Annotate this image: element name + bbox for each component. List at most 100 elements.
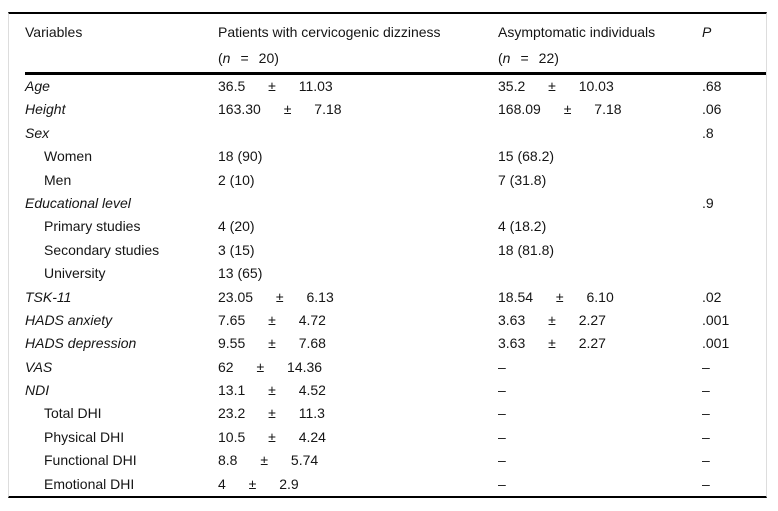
row-label: Physical DHI — [44, 428, 125, 445]
table-row: TSK-11 23.05 ± 6.13 18.54 ± 6.10 .02 — [25, 286, 766, 309]
row-label: Primary studies — [44, 218, 141, 235]
row-label: Educational level — [25, 194, 131, 211]
patients-value: 23.2 ± 11.3 — [218, 405, 325, 422]
row-label: VAS — [25, 358, 53, 375]
asymptomatic-value: 35.2 ± 10.03 — [498, 78, 614, 94]
n-count: 20 — [258, 50, 275, 66]
patients-value: 8.8 ± 5.74 — [218, 452, 319, 469]
table-header: Variables Patients with cervicogenic diz… — [25, 14, 766, 75]
column-header-variables: Variables — [25, 19, 218, 72]
table-row: Women 18 (90) 15 (68.2) — [25, 145, 766, 168]
asymptomatic-value: 168.09 ± 7.18 — [498, 101, 622, 118]
asymptomatic-value: 3.63 ± 2.27 — [498, 335, 606, 352]
patients-value: 23.05 ± 6.13 — [218, 288, 334, 305]
table-body: Age 36.5 ± 11.03 35.2 ± 10.03 .68 Height… — [25, 75, 766, 496]
patients-value: 13 (65) — [218, 265, 263, 282]
row-label: Age — [25, 78, 50, 94]
asymptomatic-value: – — [498, 358, 506, 375]
table-row: HADS depression 9.55 ± 7.68 3.63 ± 2.27 … — [25, 332, 766, 355]
row-label: Women — [44, 148, 92, 165]
patients-sample-size: (n = 20) — [218, 45, 498, 71]
asymptomatic-value: – — [498, 428, 506, 445]
patients-value: 4 ± 2.9 — [218, 475, 299, 492]
patients-value: 2 (10) — [218, 171, 255, 188]
asymptomatic-value: 7 (31.8) — [498, 171, 547, 188]
patients-value: 163.30 ± 7.18 — [218, 101, 342, 118]
row-label: Secondary studies — [44, 241, 160, 258]
column-header-p-label: P — [702, 24, 712, 40]
p-value: .06 — [702, 101, 722, 118]
table-row: Emotional DHI 4 ± 2.9 – – — [25, 473, 766, 496]
table-row: Educational level .9 — [25, 192, 766, 215]
patients-value: 10.5 ± 4.24 — [218, 428, 326, 445]
asymptomatic-sample-size: (n = 22) — [498, 45, 702, 71]
n-count: 22 — [538, 50, 555, 66]
table-row: Physical DHI 10.5 ± 4.24 – – — [25, 426, 766, 449]
patients-value: 36.5 ± 11.03 — [218, 78, 333, 94]
row-label: TSK-11 — [25, 288, 72, 305]
row-label: HADS anxiety — [25, 311, 113, 328]
asymptomatic-value: 4 (18.2) — [498, 218, 547, 235]
table-row: NDI 13.1 ± 4.52 – – — [25, 379, 766, 402]
asymptomatic-value — [498, 122, 702, 145]
p-value: – — [702, 475, 710, 492]
row-label: University — [44, 265, 106, 282]
table-row: Primary studies 4 (20) 4 (18.2) — [25, 215, 766, 238]
p-value: – — [702, 358, 710, 375]
p-value — [702, 262, 766, 285]
asymptomatic-value: 3.63 ± 2.27 — [498, 311, 606, 328]
baseline-characteristics-table: Variables Patients with cervicogenic diz… — [8, 12, 767, 498]
p-value: .02 — [702, 288, 722, 305]
asymptomatic-value — [498, 262, 702, 285]
p-value — [702, 169, 766, 192]
p-value: – — [702, 405, 710, 422]
p-value: .9 — [702, 194, 714, 211]
table-row: Total DHI 23.2 ± 11.3 – – — [25, 402, 766, 425]
table-row: Secondary studies 3 (15) 18 (81.8) — [25, 239, 766, 262]
patients-value: 7.65 ± 4.72 — [218, 311, 326, 328]
p-value: .68 — [702, 78, 722, 94]
table-row: VAS 62 ± 14.36 – – — [25, 356, 766, 379]
paren-close: ) — [554, 50, 559, 66]
table-row: Height 163.30 ± 7.18 168.09 ± 7.18 .06 — [25, 98, 766, 121]
asymptomatic-value: – — [498, 475, 506, 492]
row-label: HADS depression — [25, 335, 137, 352]
asymptomatic-value: 18 (81.8) — [498, 241, 555, 258]
row-label: Height — [25, 101, 66, 118]
paren-close: ) — [274, 50, 279, 66]
patients-value: 18 (90) — [218, 148, 263, 165]
table-row: Men 2 (10) 7 (31.8) — [25, 169, 766, 192]
patients-value: 4 (20) — [218, 218, 255, 235]
column-header-patients: Patients with cervicogenic dizziness (n =… — [218, 19, 498, 72]
p-value — [702, 215, 766, 238]
table-row: Age 36.5 ± 11.03 35.2 ± 10.03 .68 — [25, 75, 766, 98]
p-value: .8 — [702, 124, 714, 141]
paren-open: ( — [498, 50, 503, 66]
patients-value: 13.1 ± 4.52 — [218, 382, 326, 399]
table-row: Sex .8 — [25, 122, 766, 145]
paren-open: ( — [218, 50, 223, 66]
table-row: HADS anxiety 7.65 ± 4.72 3.63 ± 2.27 .00… — [25, 309, 766, 332]
asymptomatic-value — [498, 192, 702, 215]
p-value — [702, 239, 766, 262]
column-header-variables-label: Variables — [25, 24, 83, 40]
p-value: – — [702, 452, 710, 469]
asymptomatic-value: – — [498, 405, 506, 422]
table-row: University 13 (65) — [25, 262, 766, 285]
p-value: .001 — [702, 335, 730, 352]
column-header-asymptomatic: Asymptomatic individuals (n = 22) — [498, 19, 702, 72]
row-label: Men — [44, 171, 72, 188]
row-label: Total DHI — [44, 405, 102, 422]
column-header-p: P — [702, 19, 766, 72]
row-label: Sex — [25, 124, 50, 141]
p-value: – — [702, 382, 710, 399]
p-value: – — [702, 428, 710, 445]
patients-value: 62 ± 14.36 — [218, 358, 323, 375]
n-symbol: n — [502, 50, 511, 66]
patients-value: 3 (15) — [218, 241, 255, 258]
asymptomatic-value: 15 (68.2) — [498, 148, 555, 165]
asymptomatic-value: 18.54 ± 6.10 — [498, 288, 614, 305]
patients-value — [218, 122, 498, 145]
p-value — [702, 145, 766, 168]
column-header-asymptomatic-label: Asymptomatic individuals — [498, 24, 656, 40]
